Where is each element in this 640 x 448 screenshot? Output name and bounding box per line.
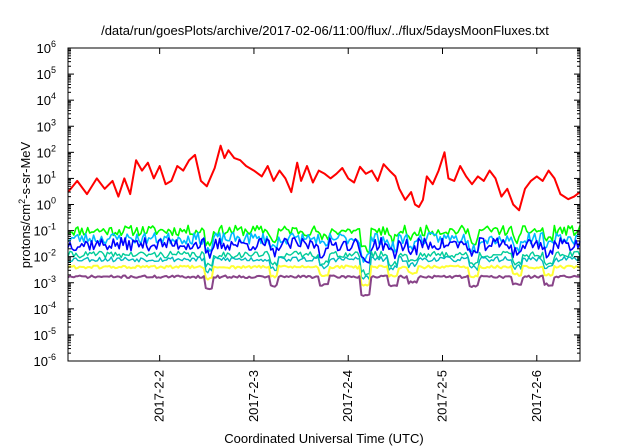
y-axis-title-superscript: 2: [17, 199, 27, 204]
y-tick-exponent: 0: [51, 196, 56, 206]
y-axis-title-part1: protons/cm: [18, 204, 33, 268]
x-tick-label: 2017-2-6: [529, 370, 544, 422]
y-tick-base: 10: [34, 250, 48, 265]
y-tick-label: 102: [37, 143, 56, 160]
series-line-7: [67, 264, 581, 287]
y-tick-label: 103: [37, 117, 56, 134]
series-line-2: [67, 224, 581, 254]
x-tick-label: 2017-2-5: [435, 370, 450, 422]
series-line-3: [67, 231, 581, 263]
y-tick-exponent: 6: [51, 39, 56, 49]
y-tick-label: 10-5: [34, 326, 56, 343]
y-tick-label: 106: [37, 39, 56, 56]
y-tick-exponent: 5: [51, 65, 56, 75]
y-tick-base: 10: [37, 41, 51, 56]
y-tick-base: 10: [34, 354, 48, 369]
x-tick-label: 2017-2-2: [152, 370, 167, 422]
y-tick-base: 10: [37, 198, 51, 213]
x-axis: 2017-2-2 2017-2-3 2017-2-4 2017-2-5 2017-2-6: [152, 48, 544, 422]
y-tick-exponent: -1: [48, 222, 56, 232]
y-tick-base: 10: [34, 224, 48, 239]
y-axis-title: protons/cm2-s-sr-MeV: [17, 141, 33, 268]
y-tick-exponent: -4: [48, 300, 56, 310]
y-tick-exponent: 2: [51, 143, 56, 153]
y-tick-exponent: -6: [48, 352, 56, 362]
y-axis: 10-610-510-410-310-210-11001011021031041…: [34, 39, 580, 369]
y-tick-label: 10-6: [34, 352, 56, 369]
y-tick-base: 10: [34, 328, 48, 343]
x-tick-label: 2017-2-4: [340, 370, 355, 422]
y-tick-base: 10: [34, 302, 48, 317]
y-tick-base: 10: [34, 276, 48, 291]
y-tick-exponent: -5: [48, 326, 56, 336]
x-axis-title: Coordinated Universal Time (UTC): [224, 431, 423, 446]
y-tick-exponent: 3: [51, 117, 56, 127]
chart-title: /data/run/goesPlots/archive/2017-02-06/1…: [101, 23, 549, 38]
series-line-8: [67, 274, 581, 297]
y-tick-base: 10: [37, 93, 51, 108]
series-line-1: [67, 144, 581, 212]
y-tick-label: 10-2: [34, 248, 56, 265]
y-tick-exponent: 4: [51, 91, 56, 101]
y-tick-label: 10-4: [34, 300, 56, 317]
series-line-6: [67, 255, 581, 281]
plot-frame: [67, 47, 581, 362]
series-layer: [67, 144, 581, 297]
y-tick-label: 104: [37, 91, 56, 108]
y-tick-base: 10: [37, 145, 51, 160]
y-tick-base: 10: [37, 67, 51, 82]
y-tick-label: 10-3: [34, 274, 56, 291]
y-tick-exponent: 1: [51, 169, 56, 179]
y-tick-label: 105: [37, 65, 56, 82]
y-tick-exponent: -3: [48, 274, 56, 284]
y-tick-base: 10: [37, 171, 51, 186]
y-tick-label: 101: [37, 169, 56, 186]
series-line-5: [67, 250, 581, 276]
x-tick-label: 2017-2-3: [246, 370, 261, 422]
y-tick-exponent: -2: [48, 248, 56, 258]
series-line-4: [67, 236, 581, 264]
y-tick-base: 10: [37, 119, 51, 134]
y-tick-label: 10-1: [34, 222, 56, 239]
y-tick-label: 100: [37, 196, 56, 213]
y-axis-title-part2: -s-sr-MeV: [18, 141, 33, 198]
